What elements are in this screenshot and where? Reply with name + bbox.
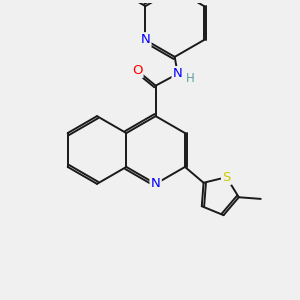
Text: N: N (151, 177, 160, 190)
Text: H: H (186, 72, 194, 85)
Text: N: N (140, 34, 150, 46)
Text: O: O (132, 64, 142, 77)
Text: N: N (173, 67, 182, 80)
Text: S: S (222, 171, 231, 184)
